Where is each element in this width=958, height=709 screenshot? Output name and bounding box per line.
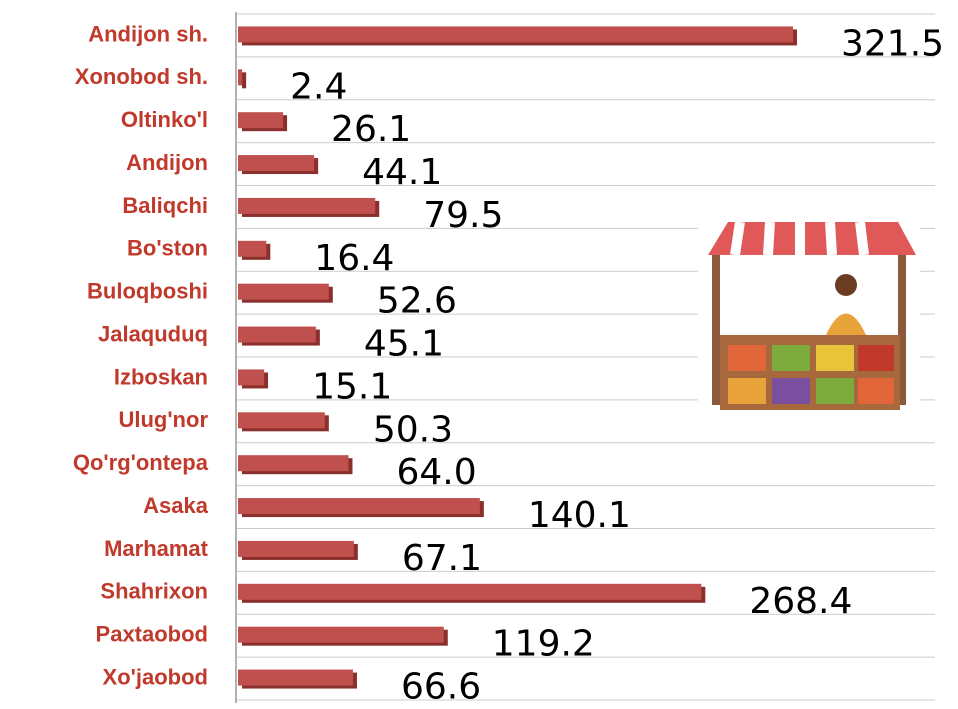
value-label: 16.4 [314,238,394,279]
bar [238,327,316,343]
category-label: Andijon [126,150,208,175]
bar [238,412,325,428]
category-label: Izboskan [114,364,208,389]
crate [772,345,810,371]
category-label: Baliqchi [122,193,208,218]
value-label: 2.4 [290,66,347,107]
bar [238,455,348,471]
bar [238,584,701,600]
value-label: 50.3 [373,409,453,450]
value-label: 268.4 [749,581,852,622]
value-label: 67.1 [402,538,482,579]
value-label: 66.6 [401,667,481,708]
crate [816,378,854,404]
category-label: Xo'jaobod [103,664,208,689]
value-label: 140.1 [528,495,631,536]
bar [238,541,354,557]
bar [238,369,264,385]
value-label: 15.1 [312,366,392,407]
bar [238,498,480,514]
category-label: Ulug'nor [118,407,208,432]
bar [238,198,375,214]
category-label: Paxtaobod [96,622,208,647]
category-label: Xonobod sh. [75,64,208,89]
bar [238,284,329,300]
bar [238,627,444,643]
crate [772,378,810,404]
bar [238,26,793,42]
post [712,255,720,405]
crate [728,345,766,371]
vendor-head [835,274,857,296]
category-label: Marhamat [104,536,209,561]
crate [728,378,766,404]
value-label: 44.1 [362,152,442,193]
illustration [698,215,920,420]
category-label: Bo'ston [127,236,208,261]
value-label: 45.1 [364,324,444,365]
category-label: Qo'rg'ontepa [73,450,209,475]
chart: Andijon sh. 321.5 Xonobod sh. 2.4 Oltinko'l 2… [0,0,958,709]
bar [238,241,266,257]
category-label: Oltinko'l [121,107,208,132]
bar-side [242,72,246,88]
category-label: Asaka [143,493,209,518]
category-label: Andijon sh. [88,21,208,46]
crate [816,345,854,371]
crate [858,378,894,404]
category-label: Jalaquduq [98,321,208,346]
value-label: 321.5 [841,23,944,64]
value-label: 64.0 [396,452,476,493]
value-label: 52.6 [377,281,457,322]
bar [238,69,242,85]
category-label: Buloqboshi [87,279,208,304]
bar [238,155,314,171]
bar [238,112,283,128]
bar [238,670,353,686]
category-label: Shahrixon [100,579,208,604]
value-label: 26.1 [331,109,411,150]
crate [858,345,894,371]
value-label: 119.2 [492,624,595,665]
value-label: 79.5 [423,195,503,236]
